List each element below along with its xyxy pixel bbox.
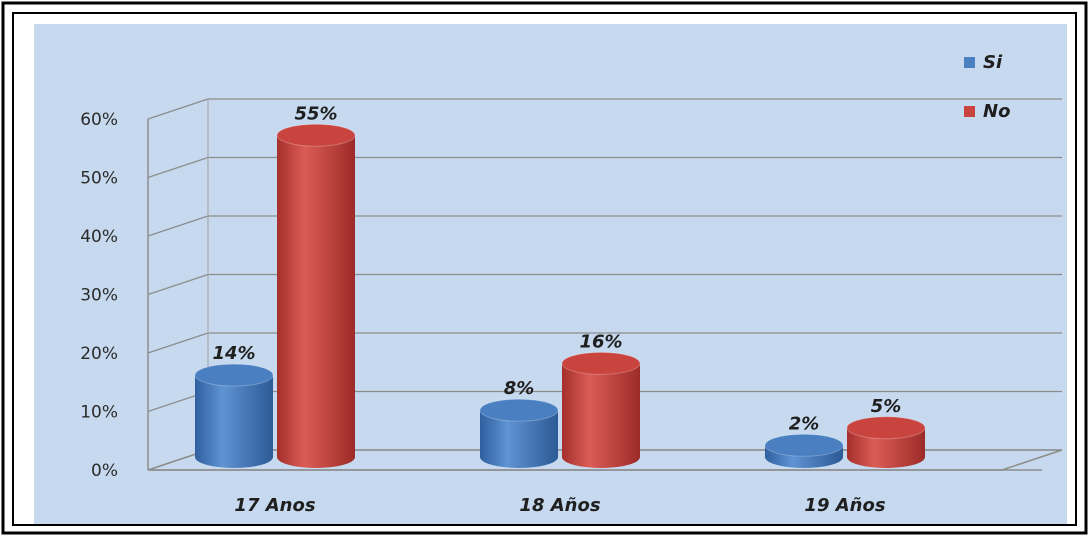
y-tick-label: 60% [80, 110, 118, 130]
bar-si [194, 363, 274, 468]
legend-swatch [964, 106, 975, 117]
x-tick-label: 19 Años [804, 495, 885, 516]
bar-body [480, 410, 558, 468]
gridline-side [147, 156, 209, 179]
bar-no [846, 416, 926, 468]
gridline-side [147, 332, 209, 354]
bar-si [479, 398, 559, 468]
bar-no [276, 123, 356, 468]
data-label: 5% [871, 396, 902, 417]
inner-border [12, 12, 1077, 526]
bar-top [846, 416, 926, 440]
gridline-side [147, 273, 209, 296]
data-label: 14% [212, 343, 255, 364]
axes [147, 99, 1063, 471]
x-tick-label: 17 Anos [234, 495, 315, 516]
y-tick-label: 50% [80, 169, 118, 189]
gridline-side [147, 215, 209, 237]
bar-body [847, 427, 925, 468]
data-label: 2% [789, 413, 820, 434]
data-label: 16% [579, 331, 622, 352]
y-tick-labels: 0% 10% 20% 30% 40% 50% 60% [80, 110, 118, 481]
x-tick-label: 18 Años [519, 495, 600, 516]
bar-top [276, 123, 356, 147]
legend: Si No [964, 52, 1010, 122]
y-tick-label: 10% [80, 403, 118, 423]
legend-label: Si [983, 52, 1003, 73]
bar-body [562, 363, 640, 468]
legend-label: No [983, 101, 1010, 122]
bar-si [764, 433, 844, 468]
y-tick-label: 0% [91, 461, 118, 481]
bar-top [194, 363, 274, 387]
y-tick-label: 30% [80, 286, 118, 306]
bars [194, 123, 926, 468]
gridline-side [147, 98, 209, 120]
legend-swatch [964, 57, 975, 68]
bar-top [479, 398, 559, 422]
data-labels: 14% 55% 8% 16% 2% 5% [212, 103, 901, 434]
bar-top [764, 433, 844, 457]
x-tick-labels: 17 Anos 18 Años 19 Años [234, 495, 885, 516]
bar-top [561, 351, 641, 375]
bar-no [561, 351, 641, 468]
bar-body [195, 375, 273, 468]
y-tick-label: 40% [80, 227, 118, 247]
bar-body [277, 135, 355, 468]
y-tick-label: 20% [80, 344, 118, 364]
data-label: 55% [294, 103, 337, 124]
data-label: 8% [504, 378, 535, 399]
